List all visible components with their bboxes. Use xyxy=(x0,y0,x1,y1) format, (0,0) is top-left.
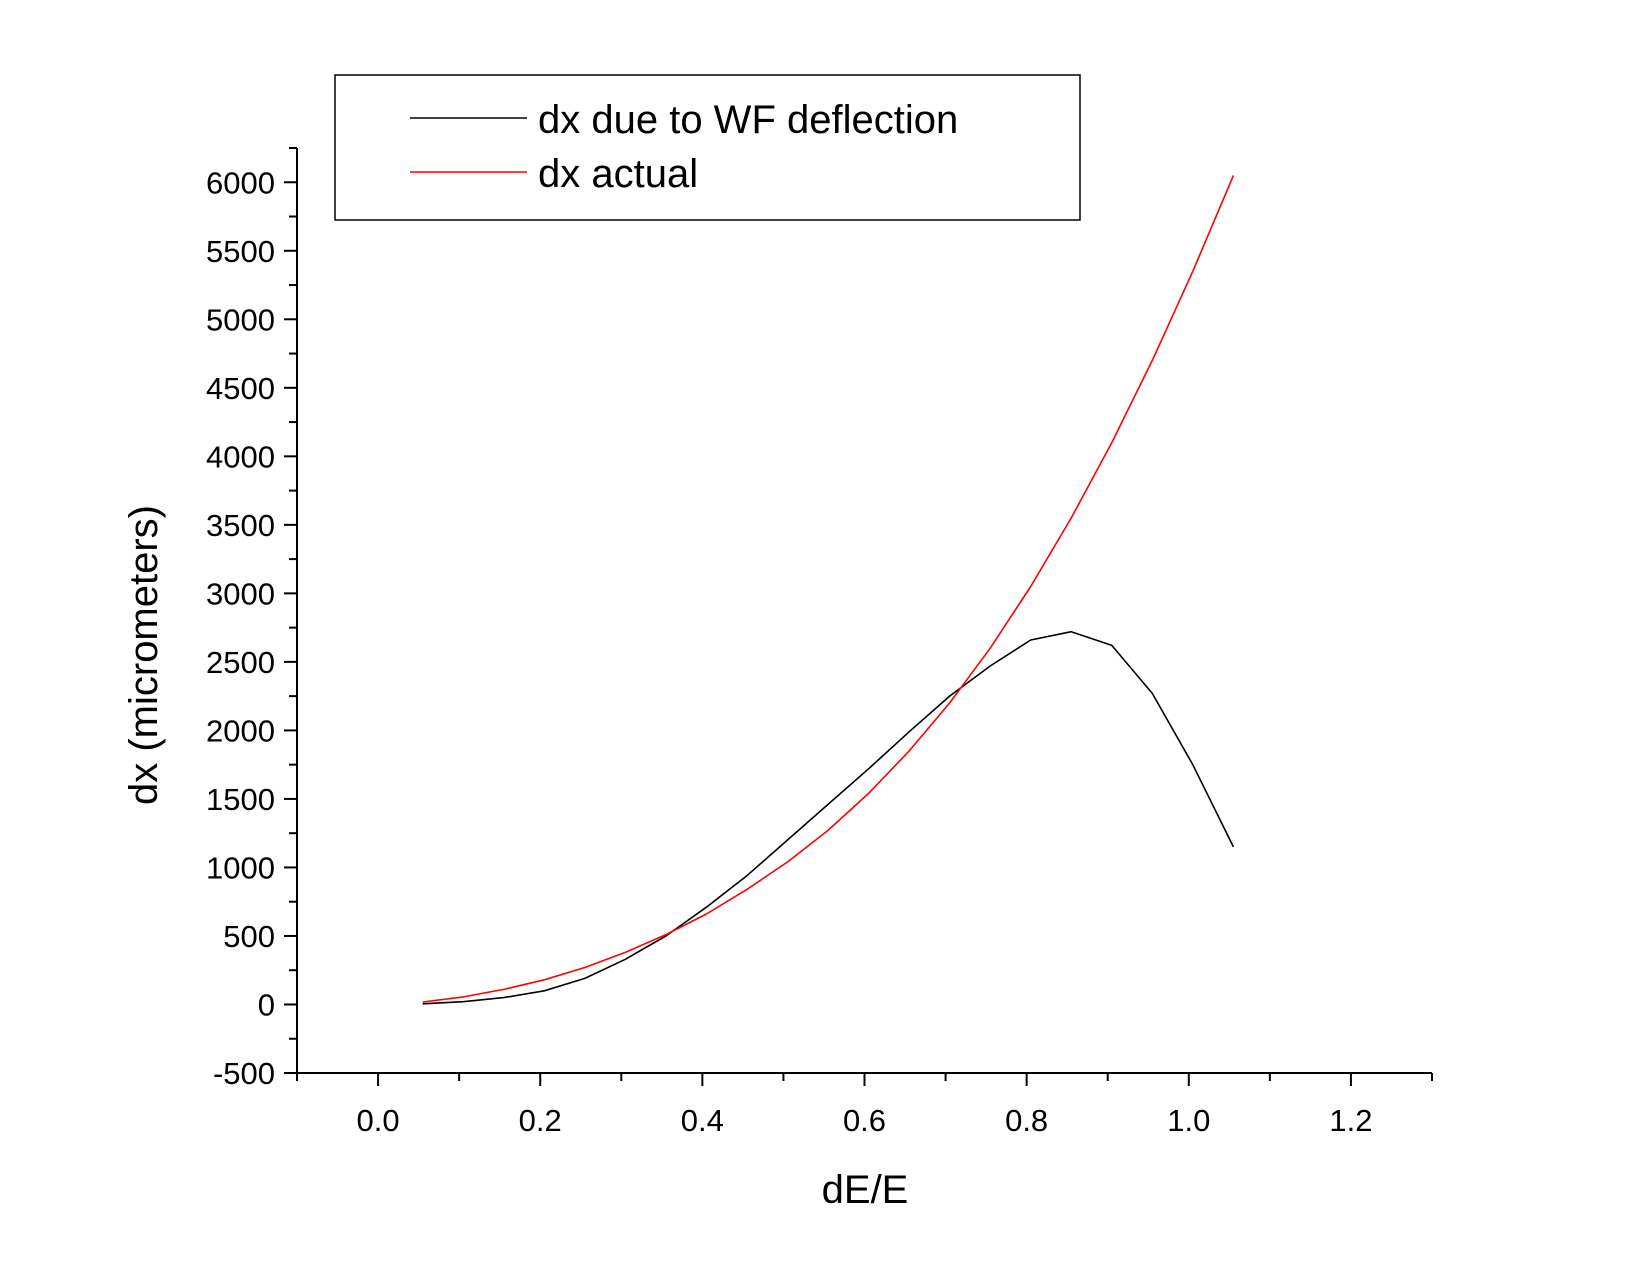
y-tick-label: 1500 xyxy=(206,782,275,817)
y-tick-label: 0 xyxy=(258,987,275,1022)
y-tick-label: 6000 xyxy=(206,165,275,200)
y-tick-label: 5000 xyxy=(206,302,275,337)
y-tick-label: 4000 xyxy=(206,439,275,474)
x-tick-label: 0.2 xyxy=(519,1103,562,1138)
y-tick-label: 2500 xyxy=(206,645,275,680)
y-tick-label: 3500 xyxy=(206,508,275,543)
y-tick-label: 2000 xyxy=(206,713,275,748)
x-tick-label: 0.6 xyxy=(843,1103,886,1138)
series-line-wf-deflection xyxy=(422,630,1235,1005)
y-tick-label: -500 xyxy=(213,1056,275,1091)
x-axis-title: dE/E xyxy=(822,1168,909,1212)
x-tick-label: 0.8 xyxy=(1005,1103,1048,1138)
legend-box xyxy=(334,74,1081,221)
series-line-actual xyxy=(422,175,1235,1003)
legend-label-wf-deflection: dx due to WF deflection xyxy=(538,98,958,142)
y-tick-label: 500 xyxy=(223,919,275,954)
y-tick-label: 4500 xyxy=(206,371,275,406)
y-tick-label: 5500 xyxy=(206,234,275,269)
x-tick-label: 1.2 xyxy=(1329,1103,1372,1138)
x-tick-label: 0.0 xyxy=(357,1103,400,1138)
x-tick-label: 1.0 xyxy=(1167,1103,1210,1138)
axes: 0.0 0.2 0.4 0.6 0.8 1.0 1.2 -500 0 500 1000 1500 200… xyxy=(206,147,1433,1138)
legend-label-actual: dx actual xyxy=(538,152,698,196)
legend: dx due to WF deflection dx actual xyxy=(334,74,1081,221)
y-axis-title: dx (micrometers) xyxy=(122,505,166,805)
y-tick-label: 3000 xyxy=(206,576,275,611)
y-tick-label: 1000 xyxy=(206,850,275,885)
plot-lines xyxy=(422,175,1235,1005)
x-tick-label: 0.4 xyxy=(681,1103,724,1138)
